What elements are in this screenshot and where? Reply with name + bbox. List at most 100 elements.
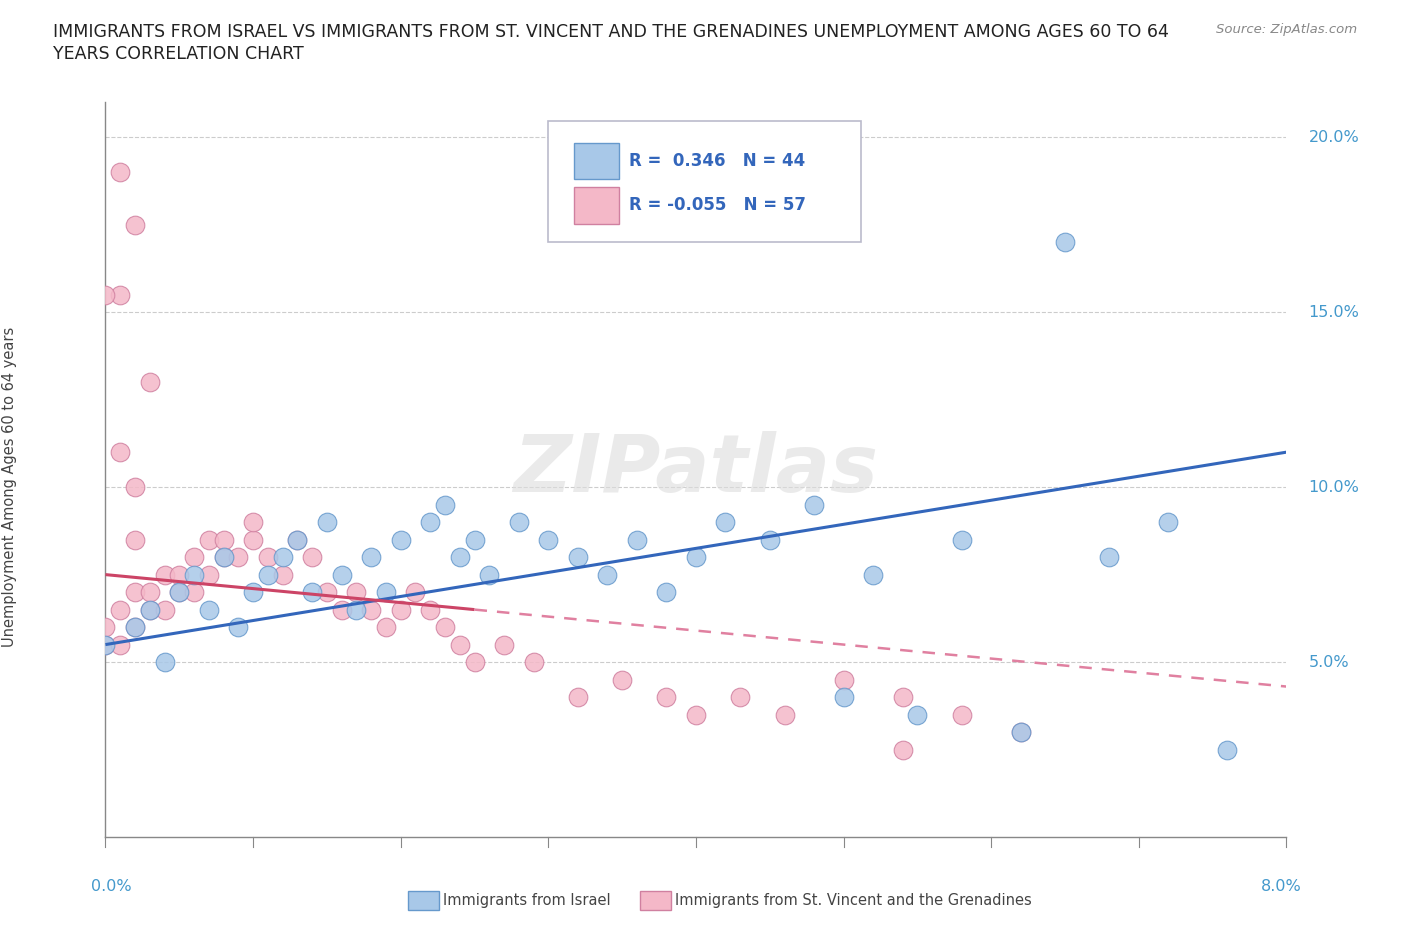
Point — [110, 637, 132, 652]
Point — [508, 514, 530, 529]
Point — [862, 567, 884, 582]
Point — [138, 585, 162, 600]
Point — [1216, 742, 1239, 757]
Point — [730, 690, 752, 705]
Point — [464, 655, 486, 670]
Text: R = -0.055   N = 57: R = -0.055 N = 57 — [628, 196, 806, 214]
Point — [1054, 234, 1077, 249]
Point — [212, 550, 235, 565]
Point — [242, 532, 264, 547]
Text: Immigrants from Israel: Immigrants from Israel — [443, 893, 610, 908]
Text: R =  0.346   N = 44: R = 0.346 N = 44 — [628, 153, 804, 170]
Point — [301, 585, 323, 600]
FancyBboxPatch shape — [548, 121, 862, 242]
Text: IMMIGRANTS FROM ISRAEL VS IMMIGRANTS FROM ST. VINCENT AND THE GRENADINES UNEMPLO: IMMIGRANTS FROM ISRAEL VS IMMIGRANTS FRO… — [53, 23, 1170, 41]
Point — [94, 287, 117, 302]
Point — [271, 567, 294, 582]
Point — [94, 619, 117, 634]
Point — [271, 550, 294, 565]
Point — [228, 619, 250, 634]
Point — [287, 532, 309, 547]
Point — [257, 550, 280, 565]
Point — [596, 567, 619, 582]
Point — [153, 655, 176, 670]
Point — [567, 690, 589, 705]
Point — [803, 498, 825, 512]
Text: YEARS CORRELATION CHART: YEARS CORRELATION CHART — [53, 45, 304, 62]
Point — [110, 602, 132, 617]
Bar — [574, 142, 619, 179]
Point — [492, 637, 515, 652]
Point — [389, 602, 412, 617]
Point — [330, 602, 353, 617]
Point — [950, 532, 973, 547]
Point — [315, 585, 337, 600]
Point — [374, 585, 398, 600]
Point — [1098, 550, 1121, 565]
Text: Source: ZipAtlas.com: Source: ZipAtlas.com — [1216, 23, 1357, 36]
Point — [346, 585, 368, 600]
Point — [287, 532, 309, 547]
Point — [655, 690, 678, 705]
Point — [228, 550, 250, 565]
Point — [832, 672, 855, 687]
Point — [449, 550, 471, 565]
Point — [197, 567, 219, 582]
Point — [523, 655, 546, 670]
Point — [124, 619, 146, 634]
Text: 8.0%: 8.0% — [1261, 879, 1302, 894]
Point — [94, 637, 117, 652]
Point — [346, 602, 368, 617]
Point — [759, 532, 782, 547]
Point — [464, 532, 486, 547]
Text: 15.0%: 15.0% — [1309, 305, 1360, 320]
Point — [242, 514, 264, 529]
Point — [197, 532, 219, 547]
Point — [124, 218, 146, 232]
Point — [197, 602, 219, 617]
Point — [94, 637, 117, 652]
Bar — [574, 187, 619, 223]
Point — [110, 287, 132, 302]
Point — [124, 532, 146, 547]
Point — [212, 550, 235, 565]
Point — [110, 165, 132, 179]
Point — [212, 532, 235, 547]
Point — [124, 480, 146, 495]
Point — [685, 707, 707, 722]
Text: 5.0%: 5.0% — [1309, 655, 1350, 670]
Point — [183, 550, 205, 565]
Point — [301, 550, 323, 565]
Point — [124, 585, 146, 600]
Point — [567, 550, 589, 565]
Point — [360, 550, 382, 565]
Point — [1157, 514, 1180, 529]
Point — [1010, 724, 1032, 739]
Point — [183, 567, 205, 582]
Point — [685, 550, 707, 565]
Text: ZIPatlas: ZIPatlas — [513, 431, 879, 509]
Point — [714, 514, 737, 529]
Point — [124, 619, 146, 634]
Point — [315, 514, 337, 529]
Text: Immigrants from St. Vincent and the Grenadines: Immigrants from St. Vincent and the Gren… — [675, 893, 1032, 908]
Point — [478, 567, 501, 582]
Point — [419, 514, 441, 529]
Point — [360, 602, 382, 617]
Point — [449, 637, 471, 652]
Point — [419, 602, 441, 617]
Point — [537, 532, 560, 547]
Point — [169, 585, 191, 600]
Point — [110, 445, 132, 459]
Point — [655, 585, 678, 600]
Point — [612, 672, 634, 687]
Point — [169, 585, 191, 600]
Text: Unemployment Among Ages 60 to 64 years: Unemployment Among Ages 60 to 64 years — [1, 327, 17, 647]
Point — [242, 585, 264, 600]
Point — [183, 585, 205, 600]
Point — [138, 602, 162, 617]
Text: 0.0%: 0.0% — [90, 879, 131, 894]
Point — [950, 707, 973, 722]
Point — [1010, 724, 1032, 739]
Point — [832, 690, 855, 705]
